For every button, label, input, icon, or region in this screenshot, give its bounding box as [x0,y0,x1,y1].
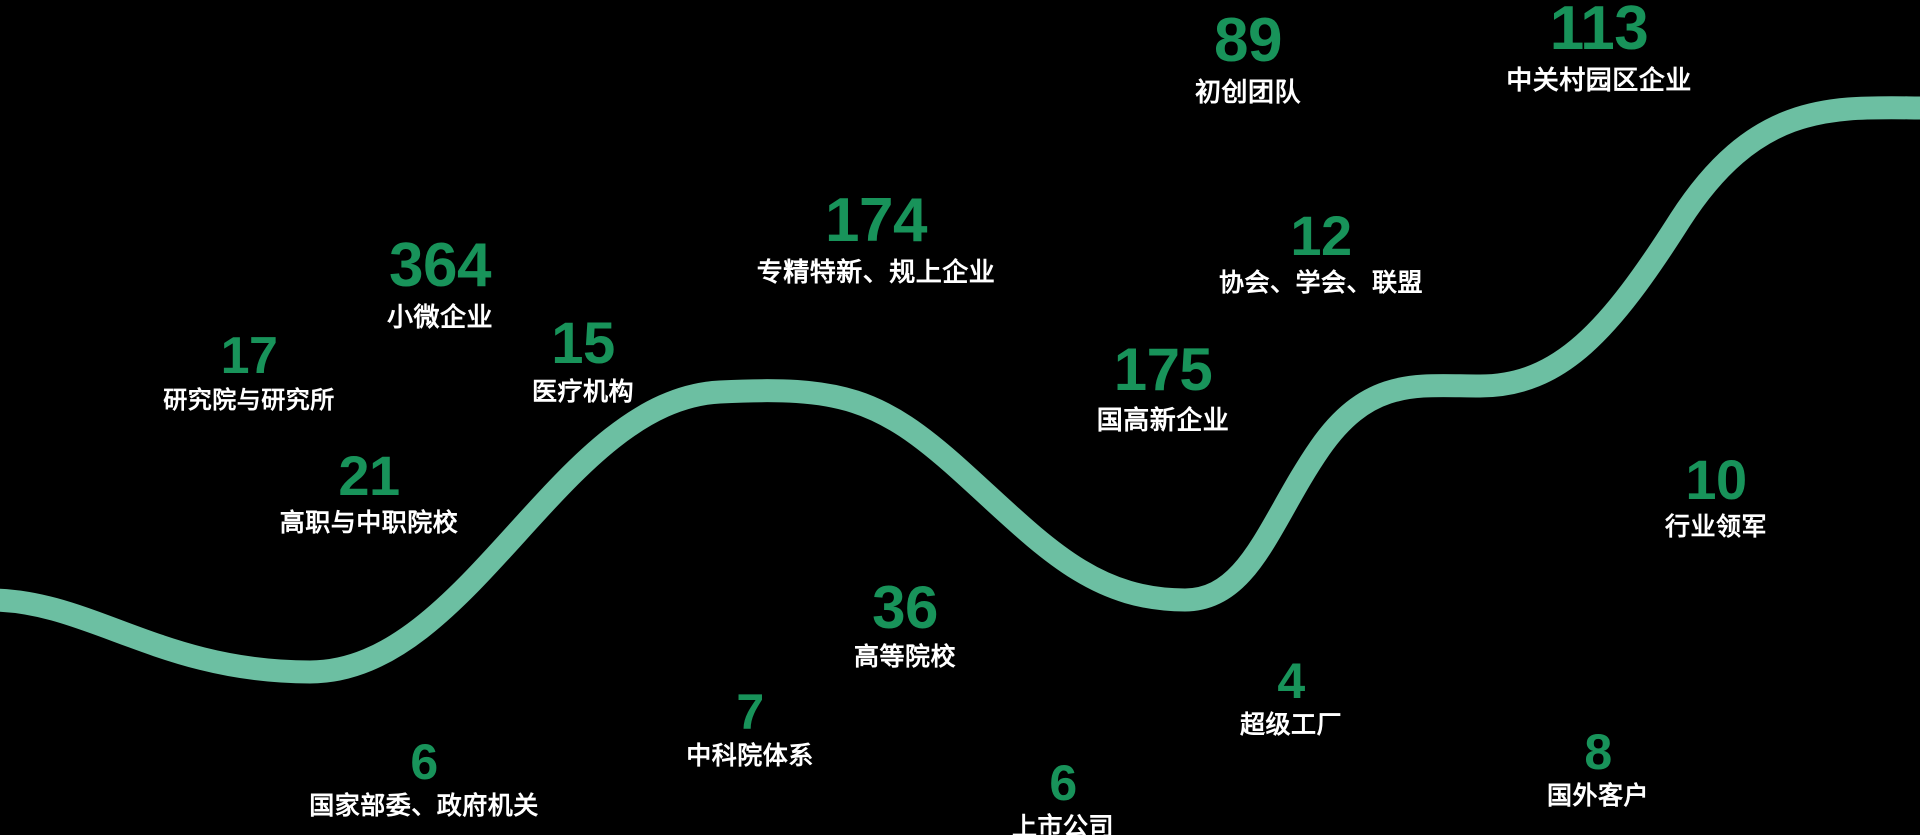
stat-small-micro-enterprises: 364 小微企业 [387,235,493,332]
stat-value: 17 [220,327,278,385]
stat-medical-institutions: 15 医疗机构 [532,315,634,407]
stat-label: 国高新企业 [1096,405,1230,435]
stat-label: 医疗机构 [531,378,635,406]
stat-value: 175 [1113,336,1213,403]
stat-industry-leaders: 10 行业领军 [1665,452,1767,542]
stat-research-institutes: 17 研究院与研究所 [163,330,335,414]
stat-value: 6 [410,734,438,790]
stat-label: 超级工厂 [1239,711,1343,739]
stat-label: 国外客户 [1546,782,1650,810]
stat-value: 4 [1277,653,1305,709]
stat-value: 174 [825,186,927,255]
stat-value: 21 [338,444,400,507]
stat-label: 国家部委、政府机关 [309,792,539,820]
stat-value: 89 [1214,6,1282,75]
stat-label: 协会、学会、联盟 [1218,269,1424,297]
stat-national-ministries: 6 国家部委、政府机关 [309,737,539,821]
stat-label: 中科院体系 [686,742,814,770]
stat-label: 上市公司 [1011,813,1115,835]
stat-label: 研究院与研究所 [163,387,335,414]
stat-cas-system: 7 中科院体系 [686,687,814,771]
stat-associations-societies-alliances: 12 协会、学会、联盟 [1219,208,1423,298]
stat-value: 12 [1290,204,1352,267]
stat-national-high-tech: 175 国高新企业 [1097,340,1230,435]
stat-value: 6 [1049,755,1077,811]
stat-value: 364 [389,231,491,300]
stat-value: 113 [1549,0,1649,63]
stat-label: 专精特新、规上企业 [756,257,996,287]
stat-label: 高等院校 [853,643,957,671]
stat-listed-companies: 6 上市公司 [1012,758,1114,835]
stat-label: 中关村园区企业 [1506,65,1692,95]
stat-higher-education: 36 高等院校 [854,578,956,672]
stat-zhongguancun-park-enterprises: 113 中关村园区企业 [1506,0,1692,95]
stat-value: 7 [736,684,764,740]
stat-value: 10 [1685,448,1747,511]
stat-super-factories: 4 超级工厂 [1240,656,1342,740]
stat-label: 高职与中职院校 [279,509,459,537]
stat-label: 小微企业 [386,302,494,332]
stat-startup-teams: 89 初创团队 [1195,10,1301,107]
stat-value: 15 [551,311,615,376]
stat-value: 36 [872,574,938,641]
stat-value: 8 [1584,724,1612,780]
stat-specialized-new-enterprises: 174 专精特新、规上企业 [757,190,996,287]
stat-overseas-customers: 8 国外客户 [1547,727,1649,811]
stat-label: 行业领军 [1664,513,1768,541]
stat-label: 初创团队 [1194,77,1302,107]
wave-path [0,96,1920,684]
stat-vocational-colleges: 21 高职与中职院校 [280,448,459,538]
